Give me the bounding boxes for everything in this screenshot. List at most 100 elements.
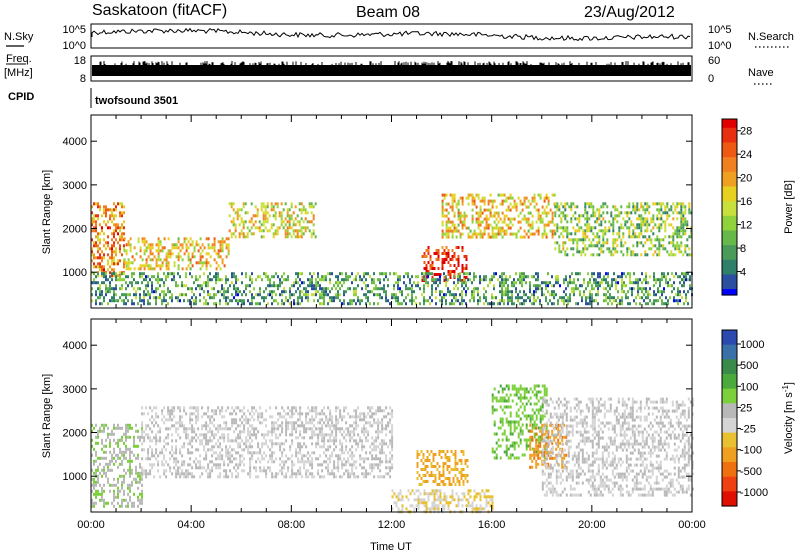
scatter-pixel	[113, 241, 115, 245]
scatter-pixel	[511, 217, 514, 221]
scatter-pixel	[185, 475, 188, 479]
scatter-pixel	[467, 278, 469, 282]
scatter-pixel	[595, 284, 597, 288]
scatter-pixel	[159, 240, 162, 244]
scatter-pixel	[327, 463, 330, 467]
scatter-pixel	[199, 463, 202, 467]
scatter-pixel	[571, 272, 573, 276]
scatter-pixel	[215, 409, 218, 413]
scatter-pixel	[525, 232, 528, 236]
scatter-pixel	[171, 272, 173, 276]
scatter-pixel	[307, 296, 309, 300]
scatter-pixel	[483, 208, 486, 212]
scatter-pixel	[467, 232, 470, 236]
y-tick-label: 1000	[63, 267, 87, 279]
scatter-pixel	[317, 421, 320, 425]
scatter-pixel	[255, 469, 258, 473]
scatter-pixel	[669, 284, 671, 288]
scatter-pixel	[103, 265, 105, 269]
scatter-pixel	[207, 409, 210, 413]
scatter-pixel	[351, 445, 354, 449]
scatter-pixel	[680, 223, 683, 227]
scatter-pixel	[95, 441, 97, 445]
scatter-pixel	[393, 296, 395, 300]
scatter-pixel	[173, 246, 176, 250]
scatter-pixel	[513, 284, 515, 288]
scatter-pixel	[563, 302, 565, 306]
scatter-pixel	[525, 275, 527, 279]
scatter-pixel	[586, 229, 589, 233]
scatter-pixel	[499, 232, 502, 236]
scatter-pixel	[627, 290, 629, 294]
scatter-pixel	[213, 424, 216, 428]
scatter-pixel	[113, 447, 115, 451]
scatter-pixel	[343, 436, 346, 440]
scatter-pixel	[234, 229, 237, 233]
scatter-pixel	[661, 299, 663, 303]
scatter-pixel	[185, 412, 188, 416]
scatter-pixel	[369, 406, 372, 410]
scatter-pixel	[339, 475, 342, 479]
scatter-pixel	[281, 454, 284, 458]
scatter-pixel	[235, 418, 238, 422]
scatter-pixel	[537, 226, 540, 230]
scatter-pixel	[435, 507, 438, 511]
scatter-pixel	[553, 229, 556, 233]
scatter-pixel	[195, 421, 198, 425]
scatter-pixel	[289, 448, 292, 452]
scatter-pixel	[265, 469, 268, 473]
scatter-pixel	[225, 278, 227, 282]
scatter-pixel	[137, 287, 139, 291]
scatter-pixel	[287, 424, 290, 428]
scatter-pixel	[483, 278, 485, 282]
scatter-pixel	[511, 296, 513, 300]
scatter-pixel	[105, 208, 107, 212]
scatter-pixel	[663, 302, 665, 306]
scatter-pixel	[329, 290, 331, 294]
scatter-pixel	[688, 247, 691, 251]
scatter-pixel	[563, 281, 565, 285]
scatter-pixel	[643, 299, 645, 303]
scatter-pixel	[353, 430, 356, 434]
scatter-pixel	[541, 235, 544, 239]
scatter-pixel	[351, 272, 353, 276]
scatter-pixel	[637, 290, 639, 294]
scatter-pixel	[117, 456, 119, 460]
scatter-pixel	[385, 457, 388, 461]
scatter-pixel	[145, 457, 148, 461]
scatter-pixel	[661, 278, 663, 282]
scatter-pixel	[123, 265, 125, 269]
scatter-pixel	[409, 281, 411, 285]
scatter-pixel	[259, 287, 261, 291]
scatter-pixel	[521, 284, 523, 288]
power-colorbar-cell	[722, 198, 737, 202]
scatter-pixel	[285, 460, 288, 464]
scatter-pixel	[604, 241, 607, 245]
scatter-pixel	[327, 439, 330, 443]
scatter-pixel	[657, 287, 659, 291]
scatter-pixel	[477, 217, 480, 221]
scatter-pixel	[203, 433, 206, 437]
scatter-pixel	[359, 463, 362, 467]
scatter-pixel	[97, 429, 99, 433]
scatter-pixel	[185, 275, 187, 279]
scatter-pixel	[227, 427, 230, 431]
scatter-pixel	[355, 287, 357, 291]
scatter-pixel	[433, 492, 436, 496]
scatter-pixel	[469, 229, 472, 233]
scatter-pixel	[127, 293, 129, 297]
scatter-pixel	[123, 299, 125, 303]
scatter-pixel	[295, 475, 298, 479]
power-colorbar-cell	[722, 163, 737, 167]
scatter-pixel	[393, 293, 395, 297]
scatter-pixel	[525, 196, 528, 200]
scatter-pixel	[211, 246, 214, 250]
scatter-pixel	[201, 243, 204, 247]
scatter-pixel	[205, 457, 208, 461]
scatter-pixel	[145, 246, 148, 250]
scatter-pixel	[580, 226, 583, 230]
scatter-pixel	[97, 265, 99, 269]
scatter-pixel	[139, 267, 142, 271]
scatter-pixel	[451, 202, 454, 206]
